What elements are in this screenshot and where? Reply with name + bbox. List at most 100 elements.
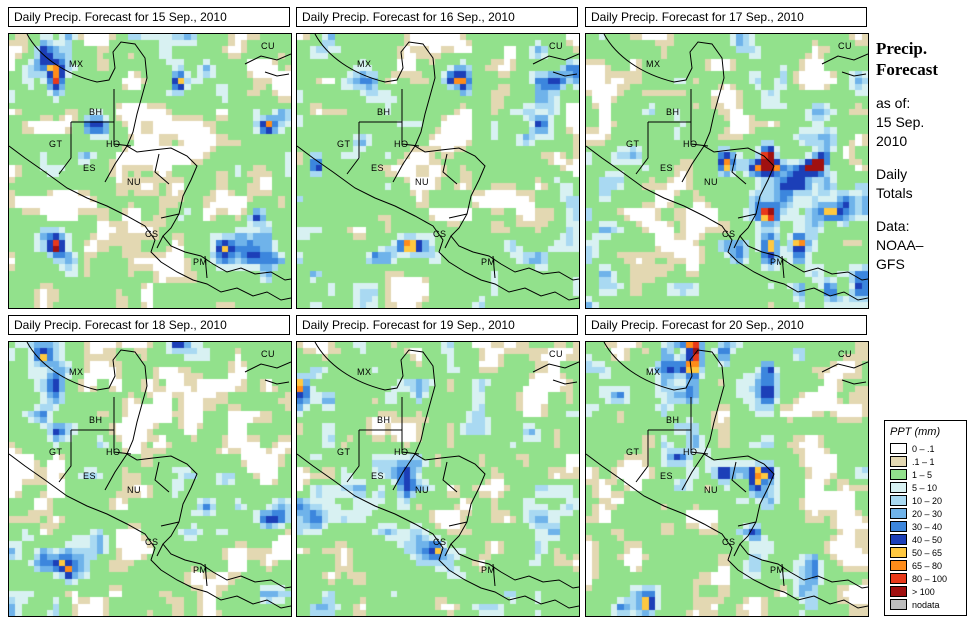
map-label-pm: PM: [770, 257, 785, 267]
precip-raster: [9, 342, 291, 616]
legend-box: PPT (mm) 0 – .1 .1 – 1 1 – 5 5 – 10 10 – 20 2…: [884, 420, 967, 616]
map-label-pm: PM: [481, 257, 496, 267]
map-label-gt: GT: [49, 447, 63, 457]
legend-swatch: [890, 586, 907, 597]
map-label-cs: CS: [433, 537, 447, 547]
map-label-cs: CS: [145, 537, 159, 547]
legend-row: 1 – 5: [890, 468, 962, 481]
map-label-mx: MX: [357, 59, 372, 69]
map-label-ho: HO: [394, 139, 409, 149]
map-label-cu: CU: [261, 349, 275, 359]
map-label-es: ES: [660, 163, 674, 173]
legend-label: 10 – 20: [912, 495, 943, 506]
map-label-ho: HO: [683, 139, 698, 149]
legend-label: 40 – 50: [912, 534, 943, 545]
legend-swatch: [890, 573, 907, 584]
side-title-line1: Precip.: [876, 39, 928, 58]
legend-row: .1 – 1: [890, 455, 962, 468]
legend-swatch: [890, 456, 907, 467]
map-label-gt: GT: [337, 139, 351, 149]
legend-swatch: [890, 495, 907, 506]
map-label-mx: MX: [646, 59, 661, 69]
legend-row: > 100: [890, 585, 962, 598]
legend-swatch: [890, 560, 907, 571]
legend-label: 5 – 10: [912, 482, 938, 493]
legend-swatch: [890, 599, 907, 610]
map-label-ho: HO: [106, 447, 121, 457]
precip-map: MX CU BH GT HO ES NU CS PM: [8, 341, 292, 617]
map-label-nu: NU: [127, 485, 141, 495]
legend-label: nodata: [912, 599, 940, 610]
map-label-gt: GT: [49, 139, 63, 149]
totals-line1: Daily: [876, 166, 908, 182]
map-label-nu: NU: [415, 177, 429, 187]
map-label-cu: CU: [838, 349, 852, 359]
map-label-pm: PM: [770, 565, 785, 575]
precip-raster: [586, 34, 868, 308]
legend-label: 30 – 40: [912, 521, 943, 532]
forecast-panel-1: Daily Precip. Forecast for 15 Sep., 2010…: [8, 7, 292, 309]
data-label: Data:: [876, 218, 910, 234]
map-label-bh: BH: [666, 107, 680, 117]
map-label-gt: GT: [626, 139, 640, 149]
legend-row: 30 – 40: [890, 520, 962, 533]
data-source-line1: NOAA–: [876, 237, 924, 253]
legend-label: > 100: [912, 586, 935, 597]
map-label-gt: GT: [626, 447, 640, 457]
forecast-panel-6: Daily Precip. Forecast for 20 Sep., 2010…: [585, 315, 869, 617]
totals-line2: Totals: [876, 185, 913, 201]
precip-raster: [297, 34, 579, 308]
map-label-mx: MX: [357, 367, 372, 377]
map-label-pm: PM: [193, 565, 208, 575]
legend-label: 0 – .1: [912, 443, 935, 454]
precip-raster: [9, 34, 291, 308]
map-label-cu: CU: [549, 349, 563, 359]
precip-map: MX CU BH GT HO ES NU CS PM: [296, 33, 580, 309]
legend-row: 0 – .1: [890, 442, 962, 455]
map-label-gt: GT: [337, 447, 351, 457]
map-label-mx: MX: [69, 367, 84, 377]
precip-map: MX CU BH GT HO ES NU CS PM: [585, 33, 869, 309]
legend-label: 80 – 100: [912, 573, 948, 584]
map-label-cs: CS: [145, 229, 159, 239]
map-label-nu: NU: [127, 177, 141, 187]
precip-map: MX CU BH GT HO ES NU CS PM: [8, 33, 292, 309]
legend-rows: 0 – .1 .1 – 1 1 – 5 5 – 10 10 – 20 20 – 30 30 …: [890, 442, 962, 611]
legend-row: 40 – 50: [890, 533, 962, 546]
legend-row: nodata: [890, 598, 962, 611]
panel-title: Daily Precip. Forecast for 20 Sep., 2010: [585, 315, 867, 335]
map-label-bh: BH: [377, 107, 391, 117]
asof-date: 15 Sep.: [876, 114, 925, 130]
map-label-mx: MX: [646, 367, 661, 377]
forecast-panel-5: Daily Precip. Forecast for 19 Sep., 2010…: [296, 315, 580, 617]
map-label-nu: NU: [415, 485, 429, 495]
legend-label: 65 – 80: [912, 560, 943, 571]
map-label-cs: CS: [722, 229, 736, 239]
map-label-ho: HO: [683, 447, 698, 457]
map-label-mx: MX: [69, 59, 84, 69]
legend-row: 5 – 10: [890, 481, 962, 494]
legend-row: 65 – 80: [890, 559, 962, 572]
forecast-panel-4: Daily Precip. Forecast for 18 Sep., 2010…: [8, 315, 292, 617]
legend-swatch: [890, 547, 907, 558]
precip-map: MX CU BH GT HO ES NU CS PM: [296, 341, 580, 617]
legend-label: 1 – 5: [912, 469, 933, 480]
map-label-bh: BH: [89, 415, 103, 425]
legend-swatch: [890, 482, 907, 493]
map-label-bh: BH: [89, 107, 103, 117]
map-label-cu: CU: [838, 41, 852, 51]
forecast-panel-2: Daily Precip. Forecast for 16 Sep., 2010…: [296, 7, 580, 309]
map-label-cs: CS: [433, 229, 447, 239]
precip-raster: [297, 342, 579, 616]
map-label-es: ES: [371, 471, 385, 481]
legend-row: 50 – 65: [890, 546, 962, 559]
map-label-nu: NU: [704, 485, 718, 495]
legend-row: 80 – 100: [890, 572, 962, 585]
legend-row: 10 – 20: [890, 494, 962, 507]
legend-swatch: [890, 469, 907, 480]
panel-title: Daily Precip. Forecast for 17 Sep., 2010: [585, 7, 867, 27]
map-label-es: ES: [371, 163, 385, 173]
legend-label: .1 – 1: [912, 456, 935, 467]
precip-raster: [586, 342, 868, 616]
